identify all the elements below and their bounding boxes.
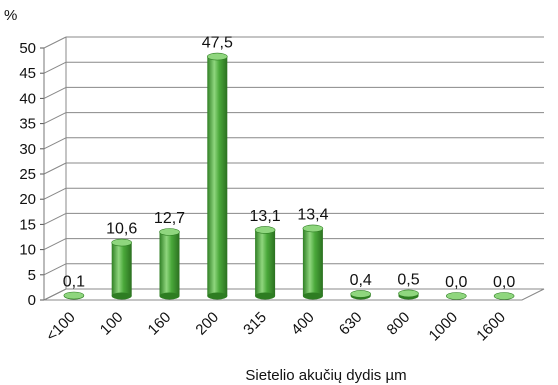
x-tick-labels: <100 100 160 200 315 400 630 800 1000 1600 [43,309,509,345]
data-label: 0,0 [493,274,515,291]
gridline [40,212,544,225]
x-tick-label: 1600 [473,309,509,345]
x-tick-label: 100 [97,309,127,339]
y-tick-labels: 0 5 10 15 20 25 30 35 40 45 50 [19,40,36,309]
x-tick-label: <100 [43,309,79,345]
bar [350,290,372,300]
gridline [40,162,544,175]
y-tick-label: 0 [28,292,36,309]
x-tick-label: 800 [384,309,414,339]
data-labels: 0,1 10,6 12,7 47,5 13,1 13,4 0,4 0,5 0,0 0,0 [63,35,516,291]
chart-floor [43,288,545,301]
gridline [40,187,544,200]
gridline [40,86,544,99]
bar [302,224,324,300]
y-tick-label: 45 [19,65,36,82]
y-tick-label: 30 [19,141,36,158]
bar [207,52,228,300]
y-tick-label: 35 [19,116,36,133]
data-label: 0,5 [397,271,419,288]
y-tick-label: 15 [19,216,36,233]
axes [43,37,545,301]
bars [63,52,515,300]
data-label: 47,5 [202,35,233,52]
y-tick-label: 20 [19,191,36,208]
x-tick-label: 400 [288,309,318,339]
y-tick-label: 40 [19,90,36,107]
y-tick-label: 50 [19,40,36,57]
data-label: 13,4 [297,206,328,223]
bar [159,228,180,300]
gridline [40,112,544,125]
data-label: 0,1 [63,273,85,290]
x-tick-label: 200 [192,309,222,339]
data-label: 13,1 [250,208,281,225]
data-label: 0,4 [350,272,372,289]
data-label: 0,0 [445,274,467,291]
data-label: 12,7 [154,210,185,227]
bar [445,292,467,300]
bar [111,238,132,300]
x-tick-label: 315 [240,309,270,339]
x-tick-label: 1000 [426,309,462,345]
y-axis-title: % [4,7,17,24]
x-axis-title: Sietelio akučių dydis µm [245,367,406,384]
y-tick-label: 10 [19,242,36,259]
data-label: 10,6 [106,221,137,238]
gridline [40,61,544,74]
bar [398,289,419,300]
bar [63,291,85,300]
y-tick-label: 25 [19,166,36,183]
bar [254,226,276,300]
x-tick-label: 630 [336,309,366,339]
gridline [40,137,544,150]
y-tick-label: 5 [28,267,36,284]
bar [493,292,515,300]
x-tick-label: 160 [145,309,175,339]
gridline [40,36,544,49]
